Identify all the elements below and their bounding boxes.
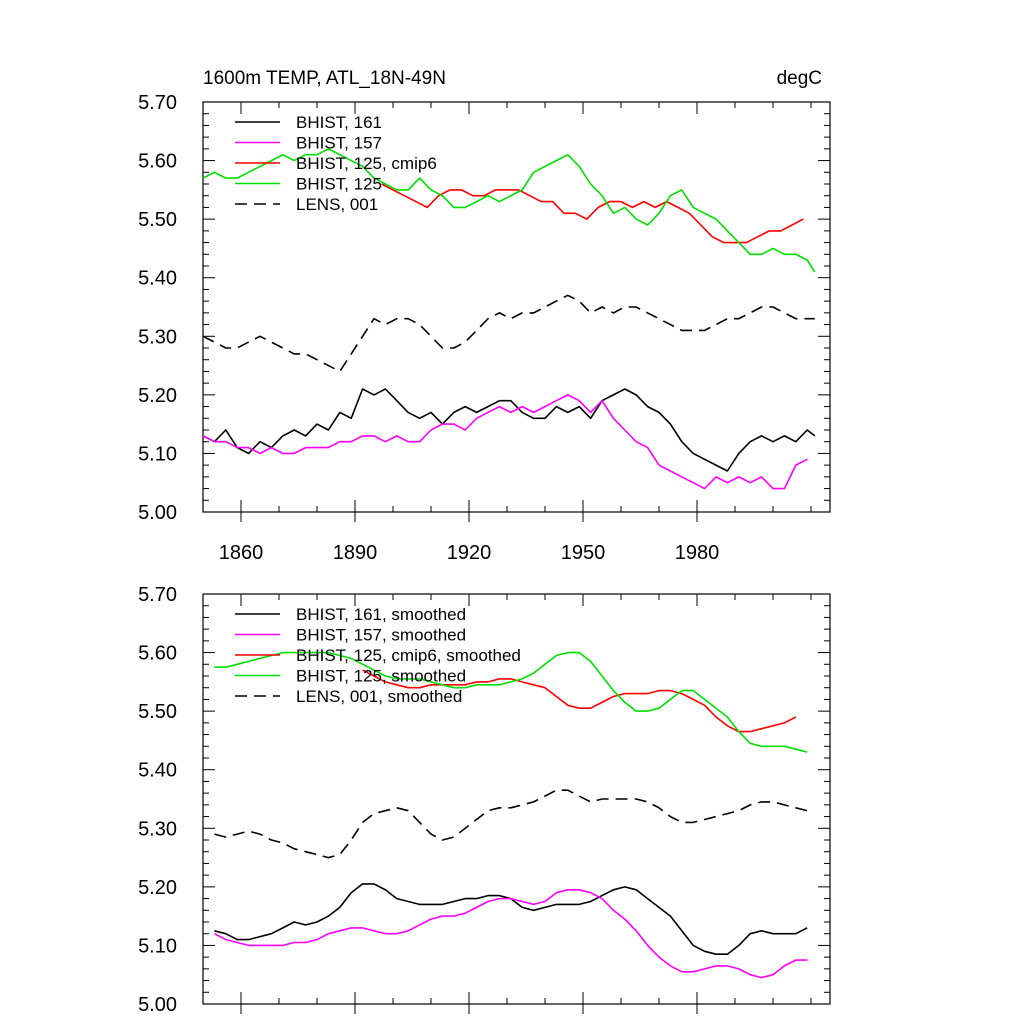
y-tick-label: 5.30 bbox=[138, 326, 177, 348]
y-tick-label: 5.20 bbox=[138, 385, 177, 407]
y-tick-label: 5.40 bbox=[138, 760, 177, 782]
x-tick-label: 1950 bbox=[561, 542, 606, 564]
y-tick-label: 5.70 bbox=[138, 584, 177, 606]
y-tick-label: 5.50 bbox=[138, 701, 177, 723]
legend-label: BHIST, 157, smoothed bbox=[296, 626, 466, 645]
legend-label: BHIST, 125, smoothed bbox=[296, 667, 466, 686]
y-tick-label: 5.50 bbox=[138, 209, 177, 231]
legend-label: BHIST, 125 bbox=[296, 175, 382, 194]
y-tick-label: 5.60 bbox=[138, 643, 177, 665]
series-line-2 bbox=[202, 394, 808, 490]
series-line-3 bbox=[362, 669, 797, 733]
plot-frame bbox=[202, 101, 831, 513]
y-tick-label: 5.20 bbox=[138, 877, 177, 899]
legend-label: LENS, 001, smoothed bbox=[296, 687, 462, 706]
x-tick-label: 1980 bbox=[675, 542, 720, 564]
series-line-5 bbox=[214, 789, 808, 859]
series-line-4 bbox=[202, 148, 816, 273]
chart-panel-2: 5.00 5.10 5.20 5.30 5.40 5.50 5.60 5.70 BHIST, 1… bbox=[138, 584, 831, 1016]
x-tick-label: 1920 bbox=[447, 542, 492, 564]
series-line-1 bbox=[214, 883, 808, 956]
y-tick-label: 5.30 bbox=[138, 818, 177, 840]
y-tick-label: 5.10 bbox=[138, 443, 177, 465]
legend-label: BHIST, 125, cmip6 bbox=[296, 154, 437, 173]
y-tick-label: 5.40 bbox=[138, 268, 177, 290]
y-tick-label: 5.00 bbox=[138, 502, 177, 524]
series-line-2 bbox=[214, 888, 808, 979]
y-tick-label: 5.60 bbox=[138, 151, 177, 173]
legend-label: LENS, 001 bbox=[296, 195, 378, 214]
legend-label: BHIST, 161, smoothed bbox=[296, 605, 466, 624]
legend-label: BHIST, 125, cmip6, smoothed bbox=[296, 646, 521, 665]
legend-label: BHIST, 157 bbox=[296, 134, 382, 153]
legend-label: BHIST, 161 bbox=[296, 113, 382, 132]
units-label: degC bbox=[777, 68, 822, 89]
y-tick-label: 5.10 bbox=[138, 935, 177, 957]
y-tick-label: 5.00 bbox=[138, 994, 177, 1016]
plot-frame bbox=[202, 593, 831, 1005]
series-line-1 bbox=[202, 388, 816, 472]
series-line-3 bbox=[381, 183, 804, 244]
y-tick-label: 5.70 bbox=[138, 92, 177, 114]
x-tick-label: 1890 bbox=[333, 542, 378, 564]
chart-title: 1600m TEMP, ATL_18N-49N bbox=[203, 68, 446, 89]
series-line-4 bbox=[214, 651, 808, 753]
chart-panel-1: 5.00 5.10 5.20 5.30 5.40 5.50 5.60 5.70 1860 1890… bbox=[138, 68, 831, 564]
x-tick-label: 1860 bbox=[219, 542, 264, 564]
series-line-5 bbox=[202, 294, 815, 373]
